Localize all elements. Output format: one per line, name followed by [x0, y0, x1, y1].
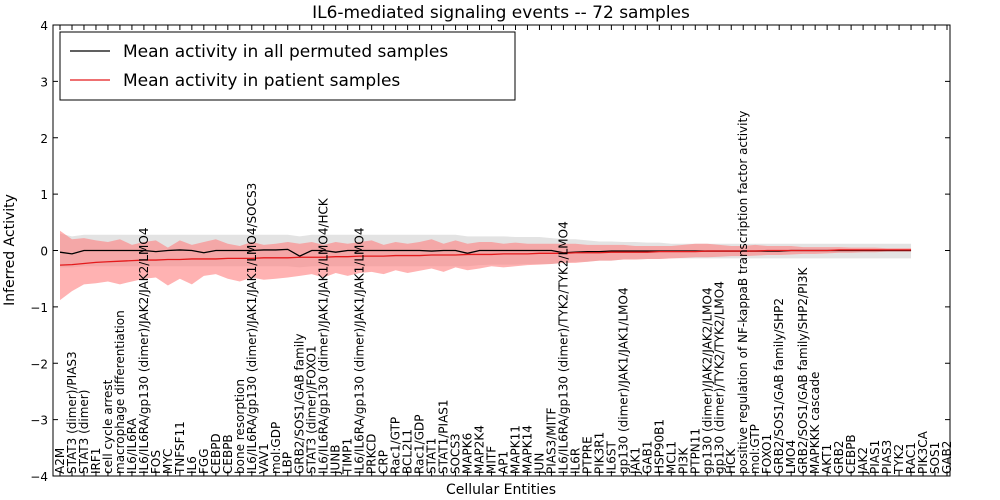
x-category-label: GRB2: [832, 440, 846, 474]
x-category-label: FOS: [149, 450, 163, 474]
x-category-label: STAT3 (dimer)/FOXO1: [305, 345, 319, 474]
x-category-label: MCL1: [664, 441, 678, 474]
x-category-label: TIMP1: [341, 438, 355, 475]
x-category-label: JAK2: [856, 447, 870, 475]
x-category-label: AKT1: [820, 444, 834, 474]
x-category-label: PIK3R1: [592, 432, 606, 474]
band-patient: [60, 230, 912, 301]
x-category-label: IL6ST: [604, 441, 618, 474]
x-category-label: IL6: [185, 456, 199, 474]
x-category-label: SOCS3: [449, 433, 463, 474]
x-category-label: PIK3CA: [916, 430, 930, 474]
x-category-label: TNFSF11: [173, 421, 187, 475]
x-category-label: MITF: [485, 446, 499, 474]
y-axis-title: Inferred Activity: [2, 194, 18, 306]
x-category-label: IL6/IL6RA/gp130 (dimer)/JAK1/JAK1/LMO4/H…: [317, 197, 331, 474]
x-category-label: macrophage differentiation: [113, 310, 127, 474]
legend-label-permuted: Mean activity in all permuted samples: [123, 42, 448, 62]
y-tick-label: −4: [30, 470, 48, 484]
x-category-label: JUNB: [329, 444, 343, 475]
chart-title: IL6-mediated signaling events -- 72 samp…: [312, 3, 690, 23]
x-category-label: FGG: [197, 449, 211, 475]
x-category-label: IL6/IL6RA/gp130 (dimer)/JAK1/JAK1/LMO4: [353, 228, 367, 474]
x-category-label: MAP2K4: [473, 425, 487, 474]
y-tick-label: 0: [40, 245, 48, 259]
legend-label-patient: Mean activity in patient samples: [123, 71, 400, 91]
x-category-label: PIAS3/MITF: [544, 407, 558, 474]
x-category-label: MAPK6: [461, 433, 475, 474]
x-category-label: TYK2: [892, 444, 906, 475]
y-tick-label: −1: [30, 301, 48, 315]
x-category-label: HCK: [724, 448, 738, 474]
x-category-label: cell cycle arrest: [101, 379, 115, 474]
x-category-label: STAT3 (dimer): [77, 390, 91, 474]
y-tick-label: 3: [40, 75, 48, 89]
x-category-label: GRB2/SOS1/GAB family: [293, 334, 307, 475]
x-category-label: positive regulation of NF-kappaB transcr…: [736, 111, 750, 474]
y-axis-ticks: 4 3 2 1 0 −1 −2 −3 −4: [30, 19, 950, 484]
x-category-label: CRP: [377, 450, 391, 474]
legend-box: [59, 31, 516, 101]
x-category-label: PIAS1: [868, 440, 882, 474]
x-category-label: STAT1: [425, 438, 439, 474]
x-category-label: mol:GDP: [269, 422, 283, 474]
x-category-label: LMO4: [784, 440, 798, 474]
x-category-label: bone resorption: [233, 379, 247, 474]
x-category-label: PRKCD: [365, 434, 379, 474]
y-tick-label: −3: [30, 414, 48, 428]
x-category-label: STAT3 (dimer)/PIAS3: [65, 351, 79, 474]
y-tick-label: 4: [40, 19, 48, 33]
x-category-label: GRB2/SOS1/GAB family/SHP2: [772, 298, 786, 474]
legend: Mean activity in all permuted samples Me…: [59, 31, 516, 101]
x-category-label: CEBPB: [844, 434, 858, 474]
x-category-label: CEBPD: [209, 433, 223, 474]
x-category-label: GRB2/SOS1/GAB family/SHP2/PI3K: [796, 266, 810, 474]
x-category-label: CEBPB: [221, 434, 235, 474]
x-category-label: IL6/IL6RA: [125, 417, 139, 474]
x-category-label: RAC1: [904, 442, 918, 474]
x-category-label: LBP: [281, 452, 295, 474]
x-category-label: FOXO1: [760, 434, 774, 474]
y-tick-label: −2: [30, 357, 48, 371]
x-category-label: IL6/IL6RA/gp130 (dimer)/JAK1/JAK1/LMO4/S…: [245, 183, 259, 474]
x-category-label: IL6/IL6RA/gp130 (dimer)/JAK2/JAK2/LMO4: [137, 228, 151, 474]
x-category-label: GAB1: [640, 441, 654, 474]
y-tick-label: 1: [40, 188, 48, 202]
x-category-label: VAV1: [257, 443, 271, 474]
x-category-label: IL6R: [568, 448, 582, 474]
x-category-label: MAPKKK cascade: [808, 372, 822, 474]
x-category-label: Rac1/GDP: [413, 415, 427, 474]
x-category-label: MYC: [161, 449, 175, 474]
x-category-label: gp130 (dimer)/TYK2/TYK2/LMO4: [712, 281, 726, 474]
x-category-label: PI3K: [676, 447, 690, 474]
x-category-label: IRF1: [89, 448, 103, 474]
x-category-label: MAPK11: [508, 425, 522, 474]
x-category-label: HSP90B1: [652, 419, 666, 474]
x-category-label: A2M: [53, 448, 67, 474]
y-tick-label: 2: [40, 132, 48, 146]
x-axis-ticks: [59, 25, 948, 476]
x-category-label: PTPRE: [580, 436, 594, 474]
x-category-label: PTPN11: [688, 428, 702, 474]
x-category-label: Rac1/GTP: [389, 417, 403, 474]
x-axis-title: Cellular Entities: [446, 482, 556, 498]
x-category-label: BCL2L1: [401, 429, 415, 474]
x-category-label: GAB2: [940, 441, 954, 474]
line-patient: [59, 249, 912, 266]
x-category-label: gp130 (dimer)/JAK2/JAK2/LMO4: [700, 287, 714, 474]
x-category-label: SOS1: [928, 442, 942, 474]
x-category-label: STAT1/PIAS1: [437, 399, 451, 474]
series-lines: [59, 248, 912, 266]
x-category-label: AP1: [497, 451, 511, 474]
x-category-label: MAPK14: [520, 425, 534, 474]
x-category-label: JUN: [532, 453, 546, 475]
x-category-label: mol:GTP: [748, 424, 762, 474]
x-category-label: IL6/IL6RA/gp130 (dimer)/TYK2/TYK2/LMO4: [556, 221, 570, 474]
x-category-label: JAK1: [628, 447, 642, 475]
x-category-label: PIAS3: [880, 440, 894, 474]
x-category-label: gp130 (dimer)/JAK1/JAK1/LMO4: [616, 287, 630, 474]
